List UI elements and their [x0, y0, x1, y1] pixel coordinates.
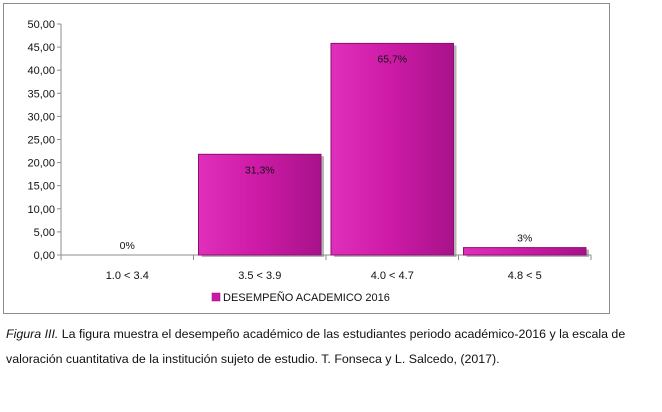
- figure-caption: Figura III. La figura muestra el desempe…: [6, 322, 658, 372]
- y-tick-label: 50,00: [27, 19, 55, 31]
- y-tick-label: 10,00: [27, 204, 55, 216]
- figure-label: Figura III.: [6, 327, 59, 341]
- bar: [330, 42, 454, 256]
- data-label: 3%: [517, 233, 532, 245]
- y-tick-label: 20,00: [27, 158, 55, 170]
- y-tick-label: 15,00: [27, 181, 55, 193]
- data-label: 65,7%: [377, 53, 407, 65]
- x-tick-label: 4.8 < 5: [508, 270, 542, 282]
- y-tick-label: 0,00: [34, 250, 55, 262]
- y-tick-label: 25,00: [27, 135, 55, 147]
- caption-text: La figura muestra el desempeño académico…: [6, 327, 626, 366]
- data-label: 31,3%: [245, 164, 275, 176]
- y-tick-label: 40,00: [27, 65, 55, 77]
- bar-chart: 0,00 5,00 10,00 15,00 20,00 25,00 30,00 35,00 40…: [27, 19, 592, 304]
- legend-swatch: [211, 292, 221, 302]
- y-tick-label: 45,00: [27, 42, 55, 54]
- x-tick-label: 3.5 < 3.9: [238, 270, 281, 282]
- data-label: 0%: [120, 240, 135, 252]
- x-tick-label: 4.0 < 4.7: [371, 270, 414, 282]
- legend-label: DESEMPEÑO ACADEMICO 2016: [223, 291, 390, 304]
- x-tick-label: 1.0 < 3.4: [106, 270, 149, 282]
- y-tick-label: 5,00: [34, 227, 55, 239]
- bar: [463, 247, 587, 256]
- bar: [198, 153, 322, 256]
- y-tick-label: 30,00: [27, 111, 55, 123]
- y-tick-label: 35,00: [27, 88, 55, 100]
- chart-frame: 0,00 5,00 10,00 15,00 20,00 25,00 30,00 35,00 40…: [3, 3, 610, 314]
